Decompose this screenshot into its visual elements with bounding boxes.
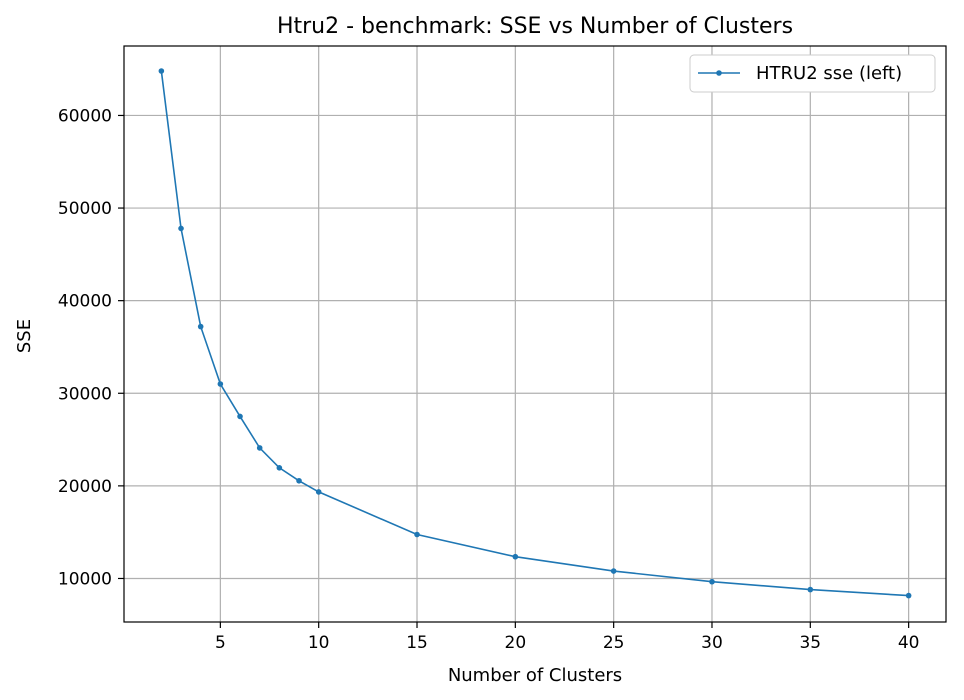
data-point [807, 586, 814, 593]
data-point [178, 225, 184, 232]
grid-lines [124, 46, 946, 622]
y-tick-label: 50000 [58, 199, 112, 219]
x-tick-label: 10 [308, 633, 330, 653]
data-point [905, 592, 912, 599]
y-tick-label: 10000 [58, 569, 112, 589]
x-axis-ticks: 5 10 15 20 25 30 35 40 [215, 622, 920, 653]
series-layer [158, 68, 912, 599]
x-tick-label: 35 [799, 633, 821, 653]
y-axis-label: SSE [14, 319, 35, 353]
data-point [512, 553, 519, 560]
y-tick-label: 20000 [58, 477, 112, 497]
y-tick-label: 40000 [58, 292, 112, 312]
x-tick-label: 30 [701, 633, 723, 653]
x-tick-label: 5 [215, 633, 226, 653]
legend-entry-label: HTRU2 sse (left) [756, 63, 902, 84]
x-tick-label: 40 [898, 633, 920, 653]
y-tick-label: 60000 [58, 106, 112, 126]
data-point [217, 381, 224, 387]
x-tick-label: 25 [603, 633, 625, 653]
data-point [610, 568, 617, 574]
data-point [276, 465, 283, 471]
y-tick-label: 30000 [58, 384, 112, 404]
data-point [237, 413, 243, 420]
data-point [296, 477, 302, 484]
data-point [414, 531, 420, 538]
data-point [315, 489, 322, 495]
data-point [709, 578, 715, 585]
y-axis-ticks: 10000 20000 30000 40000 50000 60000 [58, 106, 124, 589]
data-point [158, 68, 165, 74]
data-point [197, 323, 204, 330]
chart-title: Htru2 - benchmark: SSE vs Number of Clus… [277, 14, 793, 39]
legend: HTRU2 sse (left) [689, 54, 936, 93]
data-point [256, 445, 263, 451]
x-tick-label: 20 [505, 633, 527, 653]
plot-area-frame [123, 45, 947, 623]
legend-marker-swatch [716, 70, 722, 76]
x-tick-label: 15 [406, 633, 428, 653]
x-axis-label: Number of Clusters [448, 665, 622, 686]
legend-box [689, 54, 936, 93]
